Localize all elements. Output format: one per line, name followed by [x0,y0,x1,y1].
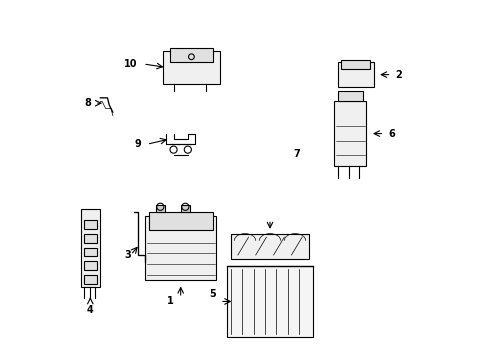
FancyBboxPatch shape [334,102,367,166]
FancyBboxPatch shape [83,248,97,256]
Text: 7: 7 [294,149,300,158]
FancyBboxPatch shape [156,205,165,212]
FancyBboxPatch shape [148,212,213,230]
Text: 10: 10 [124,59,138,69]
Text: 3: 3 [124,250,131,260]
FancyBboxPatch shape [81,208,100,287]
FancyBboxPatch shape [83,261,97,270]
FancyBboxPatch shape [83,234,97,243]
FancyBboxPatch shape [83,220,97,229]
FancyBboxPatch shape [338,62,373,87]
Text: 2: 2 [395,69,402,80]
FancyBboxPatch shape [338,91,363,102]
FancyBboxPatch shape [181,205,190,212]
FancyBboxPatch shape [83,275,97,284]
Text: 8: 8 [84,98,92,108]
FancyBboxPatch shape [227,266,313,337]
Text: 6: 6 [388,129,394,139]
FancyBboxPatch shape [163,51,220,84]
Text: 9: 9 [135,139,142,149]
Text: 4: 4 [87,305,94,315]
FancyBboxPatch shape [170,48,213,62]
FancyBboxPatch shape [342,60,370,69]
Text: 5: 5 [210,289,217,299]
Text: 1: 1 [167,296,173,306]
FancyBboxPatch shape [145,216,217,280]
FancyBboxPatch shape [231,234,309,258]
